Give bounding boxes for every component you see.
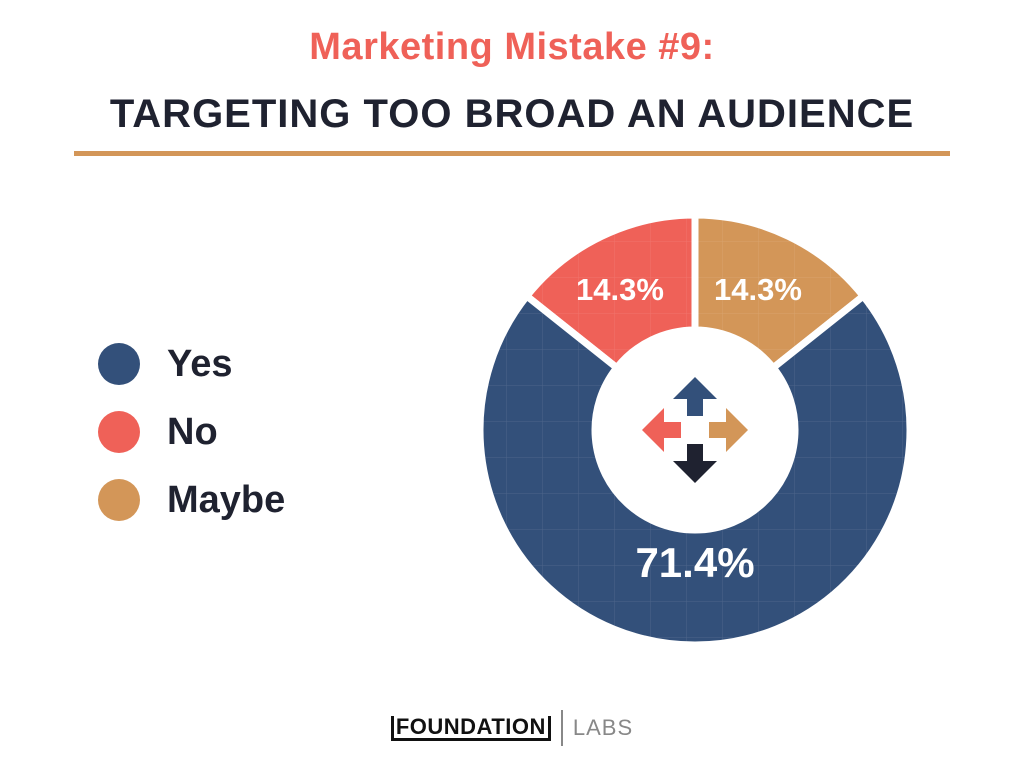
slice-label-maybe: 14.3% — [714, 272, 802, 307]
slice-grid-overlay — [480, 296, 910, 645]
legend-label: Maybe — [167, 478, 286, 521]
footer-logo: FOUNDATION LABS — [0, 710, 1024, 746]
donut-chart: 14.3% 14.3% 71.4% — [470, 205, 920, 665]
legend-dot-yes — [98, 343, 140, 385]
page-title: TARGETING TOO BROAD AN AUDIENCE — [109, 92, 915, 136]
donut-svg: 14.3% 14.3% 71.4% — [476, 211, 914, 649]
legend-item-maybe: Maybe — [98, 466, 285, 534]
title-divider — [74, 151, 950, 156]
legend-dot-maybe — [98, 479, 140, 521]
slice-labels: 14.3% 14.3% 71.4% — [576, 272, 802, 586]
subtitle: Marketing Mistake #9: — [309, 26, 715, 68]
brand-name: FOUNDATION — [390, 715, 551, 741]
slice-label-yes: 71.4% — [635, 539, 754, 586]
legend: Yes No Maybe — [98, 330, 285, 534]
legend-item-no: No — [98, 398, 285, 466]
legend-label: Yes — [167, 342, 233, 385]
slice-label-no: 14.3% — [576, 272, 664, 307]
logo-separator — [560, 710, 563, 746]
legend-dot-no — [98, 411, 140, 453]
four-way-arrows-icon — [642, 377, 748, 483]
legend-item-yes: Yes — [98, 330, 285, 398]
donut-slices — [476, 211, 914, 649]
legend-label: No — [167, 410, 218, 453]
brand-sub: LABS — [572, 715, 634, 740]
